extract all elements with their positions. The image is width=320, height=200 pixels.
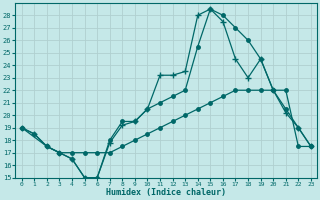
X-axis label: Humidex (Indice chaleur): Humidex (Indice chaleur): [106, 188, 226, 197]
